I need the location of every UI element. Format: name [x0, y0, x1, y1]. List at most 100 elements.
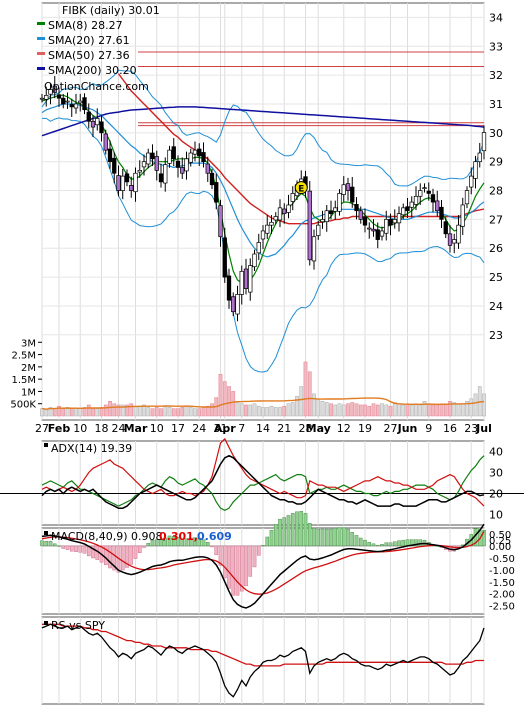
earnings-marker	[294, 181, 308, 195]
candlestick	[209, 168, 215, 190]
x-tick-label: 24	[112, 422, 126, 435]
macd-histogram-bar	[239, 545, 244, 592]
candlestick	[99, 114, 104, 142]
legend-entry: SMA(50) 27.36	[48, 49, 130, 62]
candlestick	[473, 155, 478, 189]
volume-bar	[154, 407, 159, 417]
x-tick-label: Jul	[475, 422, 492, 435]
price-tick-label: 27	[489, 213, 503, 226]
candlestick	[265, 215, 270, 240]
macd-histogram-bar	[188, 537, 193, 547]
volume-bar	[227, 386, 231, 417]
volume-bar	[460, 403, 465, 417]
candlestick	[316, 220, 321, 240]
candlestick	[252, 249, 257, 272]
candlestick	[358, 206, 363, 224]
volume-bar	[354, 403, 359, 417]
volume-bar	[205, 405, 210, 417]
macd-histogram-bar	[163, 537, 168, 547]
macd-histogram-bar	[367, 542, 372, 547]
macd-histogram-bar	[150, 539, 155, 547]
macd-histogram-bar	[380, 544, 384, 547]
macd-histogram-bar	[91, 545, 95, 559]
volume-bar	[244, 404, 248, 417]
macd-histogram-bar	[290, 513, 295, 547]
macd-histogram-bar	[358, 537, 363, 547]
candlestick	[477, 142, 482, 168]
adx-legend: ADX(14) 19.39	[51, 442, 132, 455]
candlestick	[56, 87, 62, 107]
macd-histogram-bar	[329, 528, 333, 547]
volume-bar	[337, 403, 342, 417]
x-tick-label: 10	[73, 422, 87, 435]
macd-histogram-bar	[218, 545, 223, 566]
volume-bar	[397, 403, 401, 417]
macd-histogram-bar	[333, 527, 338, 547]
volume-bar	[439, 403, 444, 417]
volume-bar	[346, 403, 350, 417]
volume-bar	[239, 403, 244, 417]
macd-tick-label: -0.50	[489, 554, 515, 565]
candlestick	[61, 93, 66, 109]
macd-histogram-bar	[273, 524, 278, 547]
candlestick	[107, 140, 113, 169]
volume-bar	[91, 408, 95, 417]
x-tick-label: May	[306, 422, 331, 435]
macd-histogram-bar	[282, 517, 287, 547]
candlestick	[90, 115, 96, 138]
macd-histogram-bar	[231, 545, 236, 596]
macd-histogram-bar	[299, 511, 304, 547]
volume-bar	[48, 407, 53, 417]
x-tick-label: 31	[214, 422, 228, 435]
macd-histogram-bar	[295, 511, 299, 547]
volume-bar	[188, 407, 193, 417]
volume-bar	[74, 408, 78, 417]
candlestick	[341, 176, 346, 202]
macd-histogram-bar	[256, 545, 261, 556]
macd-line	[41, 523, 485, 609]
volume-bar	[108, 401, 112, 417]
volume-bar	[142, 404, 146, 417]
x-tick-label: 19	[358, 422, 372, 435]
macd-histogram-bar	[40, 540, 44, 547]
macd-histogram-bar	[354, 535, 359, 547]
volume-bar	[320, 401, 325, 417]
volume-bar	[150, 408, 155, 417]
volume-tick-label: 2.5M	[11, 351, 36, 362]
volume-bar	[112, 403, 117, 417]
macd-histogram-bar	[384, 542, 389, 547]
candlestick	[116, 165, 121, 197]
volume-bar	[197, 408, 202, 417]
sma-200-line	[41, 106, 485, 137]
volume-bar	[299, 386, 304, 417]
candlestick	[324, 204, 329, 232]
x-tick-label: Mar	[124, 422, 148, 435]
volume-bar	[146, 407, 151, 417]
volume-bar	[307, 371, 312, 417]
macd-histogram-bar	[180, 538, 185, 547]
macd-histogram-bar	[82, 545, 87, 554]
macd-histogram-bar	[320, 528, 325, 547]
candlestick	[129, 176, 134, 198]
x-tick-label: 17	[171, 422, 185, 435]
volume-bar	[222, 381, 227, 417]
price-legend: FIBK (daily) 30.01 SMA(8) 28.27 SMA(20) 27…	[37, 4, 160, 77]
macd-histogram-bar	[324, 528, 329, 547]
candlestick	[158, 163, 164, 188]
macd-histogram-bar	[201, 539, 206, 547]
volume-bar	[61, 408, 66, 417]
candlestick	[231, 292, 236, 317]
volume-bar	[324, 402, 329, 417]
volume-bar	[286, 403, 291, 417]
volume-bar	[248, 404, 253, 417]
macd-histogram-bar	[142, 545, 146, 548]
macd-histogram-bar	[363, 539, 367, 547]
volume-bar	[163, 405, 168, 417]
candlestick	[201, 142, 206, 168]
watermark: OptionChance.com	[44, 80, 149, 93]
volume-bar	[218, 373, 223, 417]
macd-histogram-bar	[312, 527, 316, 547]
x-tick-label: 24	[192, 422, 206, 435]
macd-histogram-bar	[214, 545, 219, 556]
volume-bar	[371, 403, 376, 417]
